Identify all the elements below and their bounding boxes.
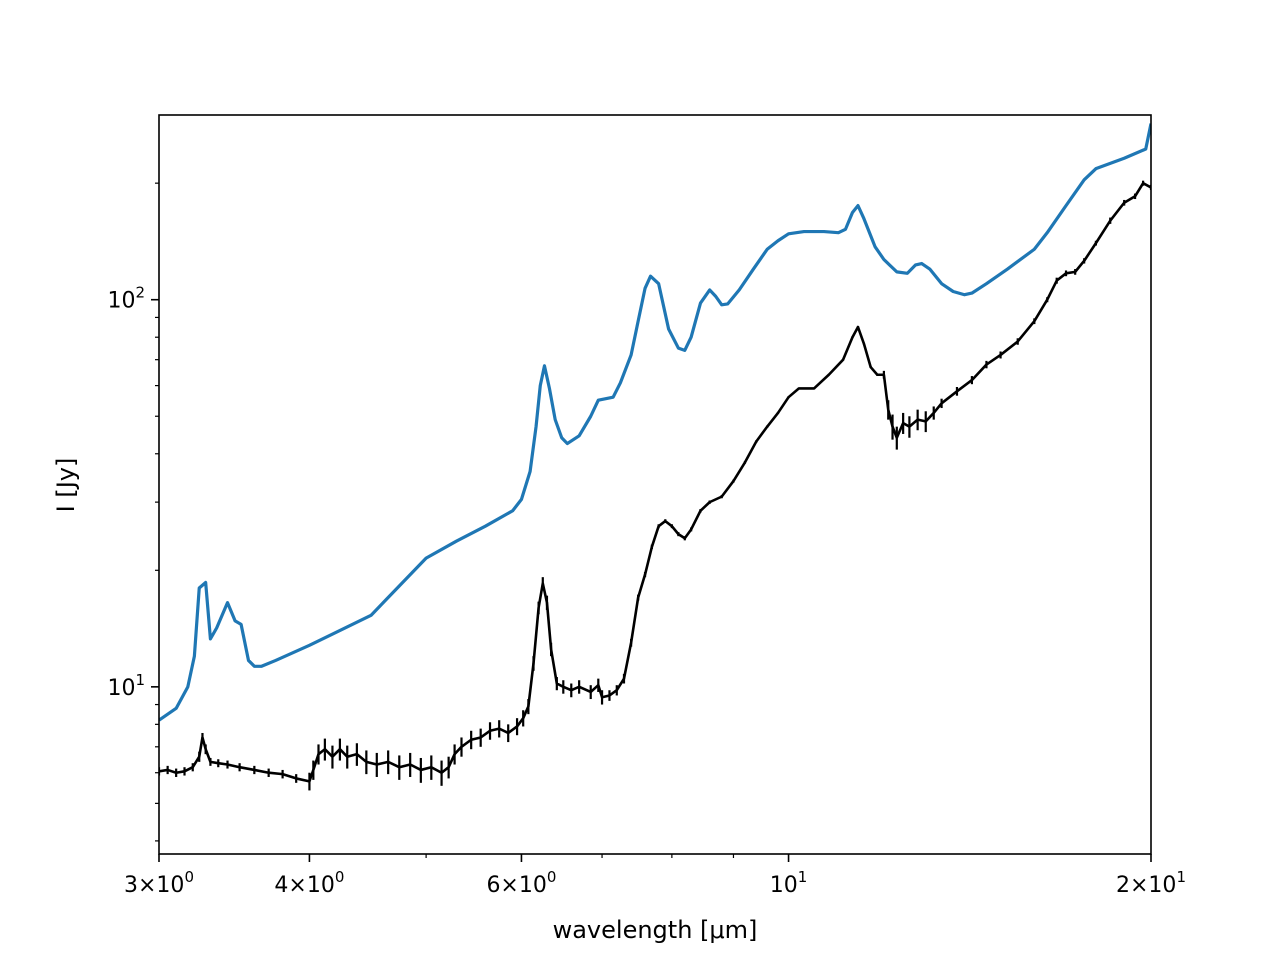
series-line-0 — [159, 123, 1151, 722]
series-line-1 — [159, 181, 1151, 783]
x-axis: 3×100 4×100 6×100 101 2×101 — [124, 854, 1186, 898]
x-axis-label: wavelength [μm] — [553, 916, 758, 944]
x-tick-label: 4×100 — [274, 868, 344, 898]
y-tick-label: 101 — [107, 671, 145, 701]
axes-frame — [158, 114, 1152, 855]
y-tick-label: 102 — [107, 284, 145, 314]
x-tick-label: 2×101 — [1116, 868, 1186, 898]
series-1 — [159, 180, 1151, 791]
plot-area — [159, 123, 1151, 791]
x-tick-label: 3×100 — [124, 868, 194, 898]
x-tick-label: 6×100 — [486, 868, 556, 898]
x-tick-label: 101 — [770, 868, 808, 898]
y-axis: 101 102 — [107, 182, 159, 842]
y-axis-label: I [Jy] — [52, 458, 80, 513]
series-0 — [159, 123, 1151, 722]
